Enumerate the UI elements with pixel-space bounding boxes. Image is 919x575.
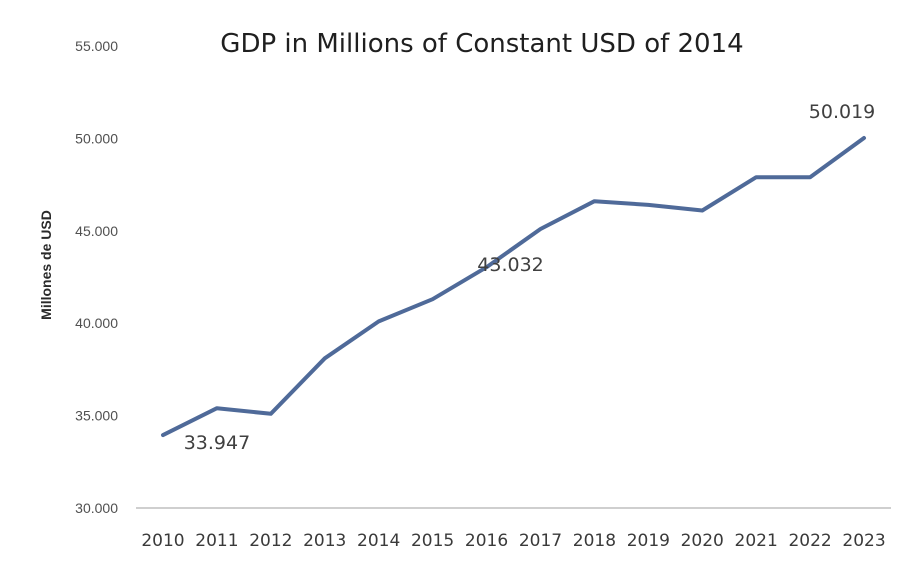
x-tick-label: 2023 xyxy=(842,531,885,551)
y-tick-labels: 30.000 35.000 40.000 45.000 50.000 55.000 xyxy=(75,38,118,516)
series-group xyxy=(161,136,866,438)
series-line xyxy=(161,136,866,438)
x-tick-label: 2021 xyxy=(735,531,778,551)
x-tick-label: 2010 xyxy=(141,531,184,551)
data-labels: 33.947 43.032 50.019 xyxy=(184,101,876,454)
y-tick-label: 30.000 xyxy=(75,500,118,516)
y-tick-label: 55.000 xyxy=(75,38,118,54)
x-tick-label: 2012 xyxy=(249,531,292,551)
x-tick-label: 2015 xyxy=(411,531,454,551)
x-tick-label: 2017 xyxy=(519,531,562,551)
chart-title: GDP in Millions of Constant USD of 2014 xyxy=(220,29,743,59)
x-tick-label: 2013 xyxy=(303,531,346,551)
y-axis-label: Millones de USD xyxy=(38,210,54,320)
x-tick-label: 2014 xyxy=(357,531,400,551)
y-tick-label: 45.000 xyxy=(75,223,118,239)
y-tick-label: 50.000 xyxy=(75,130,118,146)
x-tick-label: 2011 xyxy=(195,531,238,551)
x-tick-labels: 2010 2011 2012 2013 2014 2015 2016 2017 2018 2019… xyxy=(141,531,885,551)
x-tick-label: 2020 xyxy=(681,531,724,551)
data-label: 33.947 xyxy=(184,432,250,454)
y-tick-label: 40.000 xyxy=(75,315,118,331)
x-tick-label: 2016 xyxy=(465,531,508,551)
data-label: 50.019 xyxy=(809,101,875,123)
data-label: 43.032 xyxy=(477,254,543,276)
x-tick-label: 2019 xyxy=(627,531,670,551)
x-tick-label: 2022 xyxy=(788,531,831,551)
x-tick-label: 2018 xyxy=(573,531,616,551)
y-tick-label: 35.000 xyxy=(75,408,118,424)
